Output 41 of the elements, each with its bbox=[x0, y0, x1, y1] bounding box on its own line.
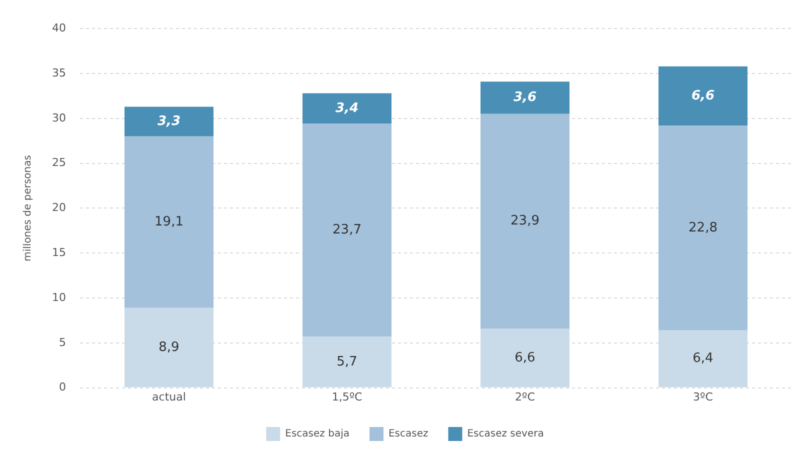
data-label: 3,4 bbox=[335, 100, 359, 116]
x-tick-label: 1,5ºC bbox=[332, 390, 362, 404]
y-tick-label: 30 bbox=[52, 111, 66, 124]
y-tick-label: 15 bbox=[52, 246, 66, 259]
x-tick-label: 3ºC bbox=[693, 390, 714, 404]
x-tick-label: 2ºC bbox=[515, 390, 536, 404]
data-label: 8,9 bbox=[158, 340, 180, 355]
bar bbox=[124, 136, 214, 308]
bar bbox=[302, 336, 392, 388]
x-tick-label: actual bbox=[152, 390, 186, 404]
y-tick-label: 10 bbox=[52, 290, 66, 304]
data-label: 6,4 bbox=[692, 351, 714, 366]
legend-label: Escasez bbox=[388, 428, 428, 440]
bar bbox=[302, 93, 392, 124]
data-label: 6,6 bbox=[691, 88, 715, 104]
bar bbox=[658, 66, 748, 126]
bar bbox=[480, 328, 570, 388]
bar bbox=[480, 82, 570, 114]
y-tick-label: 5 bbox=[58, 336, 66, 349]
bar bbox=[124, 106, 214, 136]
data-label: 6,6 bbox=[514, 350, 536, 366]
legend-label: Escasez severa bbox=[467, 428, 544, 440]
data-label: 23,7 bbox=[332, 222, 362, 238]
y-axis-title: millones de personas bbox=[22, 155, 34, 262]
legend-label: Escasez baja bbox=[285, 428, 350, 440]
data-label: 3,3 bbox=[157, 114, 181, 129]
bar bbox=[658, 126, 748, 330]
bar bbox=[658, 330, 748, 388]
data-label: 23,9 bbox=[510, 214, 540, 229]
y-tick-label: 40 bbox=[52, 21, 66, 34]
y-tick-label: 0 bbox=[58, 380, 66, 394]
y-tick-label: 25 bbox=[52, 156, 66, 170]
bar bbox=[124, 308, 214, 388]
data-label: 3,6 bbox=[513, 90, 537, 106]
y-tick-label: 35 bbox=[52, 66, 66, 80]
bar bbox=[302, 124, 392, 337]
y-tick-label: 20 bbox=[52, 201, 66, 214]
data-label: 5,7 bbox=[336, 354, 358, 370]
bar bbox=[480, 114, 570, 329]
data-label: 22,8 bbox=[688, 220, 718, 236]
data-label: 19,1 bbox=[154, 214, 184, 230]
